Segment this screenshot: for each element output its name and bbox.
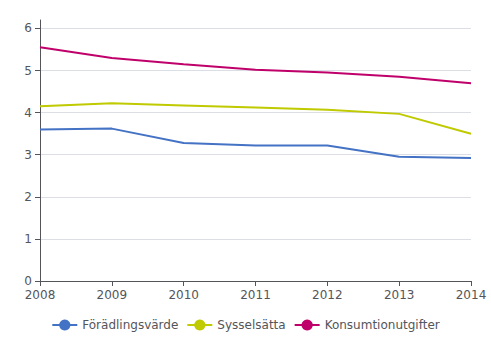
- svg-text:Konsumtionutgifter: Konsumtionutgifter: [325, 318, 440, 332]
- svg-text:Sysselsätta: Sysselsätta: [217, 318, 285, 332]
- svg-text:2013: 2013: [384, 288, 415, 302]
- svg-text:4: 4: [24, 106, 32, 120]
- svg-text:2: 2: [24, 190, 32, 204]
- svg-text:6: 6: [24, 21, 32, 35]
- svg-text:2011: 2011: [240, 288, 271, 302]
- svg-text:0: 0: [24, 274, 32, 288]
- svg-text:2009: 2009: [97, 288, 128, 302]
- svg-text:2014: 2014: [456, 288, 487, 302]
- svg-text:2012: 2012: [312, 288, 343, 302]
- svg-text:5: 5: [24, 64, 32, 78]
- svg-text:Förädlingsvärde: Förädlingsvärde: [82, 318, 178, 332]
- svg-text:1: 1: [24, 232, 32, 246]
- svg-text:3: 3: [24, 148, 32, 162]
- svg-text:2010: 2010: [168, 288, 199, 302]
- svg-text:2008: 2008: [25, 288, 56, 302]
